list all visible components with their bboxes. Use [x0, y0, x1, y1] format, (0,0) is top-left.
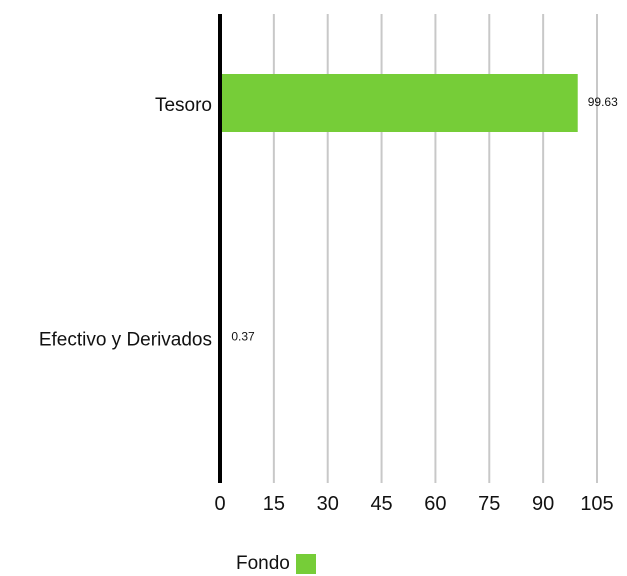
x-tick-label: 45: [370, 493, 392, 515]
x-tick-label: 60: [424, 493, 446, 515]
data-label: 99.63: [588, 95, 618, 109]
x-tick-label: 90: [532, 493, 554, 515]
category-label: Tesoro: [155, 95, 212, 116]
category-label: Efectivo y Derivados: [39, 330, 212, 351]
bar-tesoro: [220, 74, 578, 132]
x-tick-label: 0: [214, 493, 225, 515]
x-tick-label: 15: [263, 493, 285, 515]
x-tick-label: 30: [317, 493, 339, 515]
x-tick-label: 105: [580, 493, 613, 515]
legend: Fondo: [236, 552, 316, 576]
legend-swatch: [295, 554, 316, 574]
data-label: 0.37: [231, 330, 255, 344]
x-tick-label: 75: [478, 493, 500, 515]
legend-label: Fondo: [236, 553, 290, 574]
